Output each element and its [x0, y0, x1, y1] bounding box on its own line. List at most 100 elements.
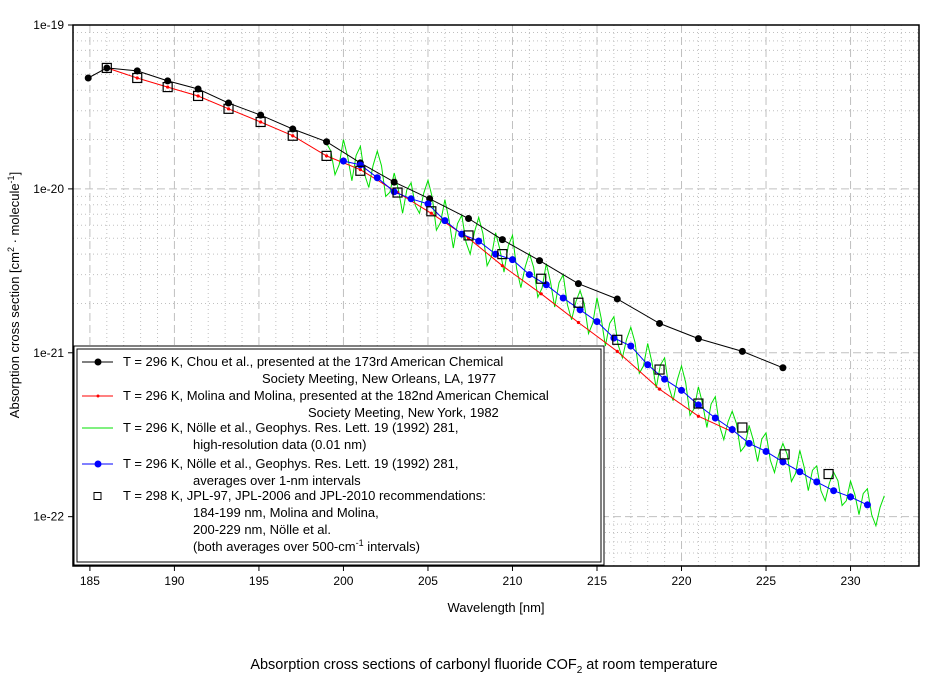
data-point: [323, 138, 331, 146]
data-point: [762, 447, 770, 455]
series-4: [101, 62, 834, 480]
x-tick-label: 190: [164, 574, 184, 588]
data-point: [390, 178, 398, 186]
data-point: [559, 294, 567, 302]
plot-frame: [72, 24, 920, 567]
data-point: [525, 271, 533, 279]
data-point: [576, 320, 581, 325]
data-point: [132, 72, 143, 84]
data-point: [355, 165, 366, 176]
data-point: [738, 347, 746, 355]
data-point: [166, 85, 170, 89]
data-point: [863, 501, 871, 509]
data-point: [500, 264, 504, 268]
data-point: [574, 280, 582, 288]
x-tick-label: 185: [80, 574, 100, 588]
data-point: [226, 107, 231, 111]
series-line: [326, 139, 885, 528]
x-tick-label: 205: [418, 574, 438, 588]
data-point: [194, 85, 202, 93]
y-axis-title-mid: · molecule: [7, 183, 22, 247]
y-tick-label: 1e-20: [33, 182, 64, 196]
data-point: [737, 422, 748, 433]
data-point: [475, 237, 483, 245]
data-point: [536, 257, 544, 265]
legend-entry: T = 296 K, Molina and Molina, presented …: [82, 388, 549, 420]
legend-label: 200-229 nm, Nölle et al.: [193, 522, 331, 537]
data-point: [779, 364, 787, 372]
figure-title: Absorption cross sections of carbonyl fl…: [250, 657, 717, 676]
data-point: [223, 103, 234, 114]
data-point: [612, 334, 623, 345]
legend-label: (both averages over 500-cm-1 intervals): [193, 538, 420, 554]
figure-title-subscript: 2: [577, 665, 583, 676]
data-point: [390, 188, 398, 196]
x-tick-label: 215: [587, 574, 607, 588]
data-point: [823, 468, 834, 480]
data-point: [426, 206, 437, 217]
data-point: [745, 439, 753, 447]
legend-swatch-marker: [93, 492, 102, 500]
x-tick-label: 230: [841, 574, 861, 588]
data-point: [830, 487, 838, 495]
data-point: [225, 99, 233, 107]
y-tick-label: 1e-19: [33, 18, 64, 32]
data-point: [576, 306, 584, 314]
y-axis-title: Absorption cross section [cm2 · molecule…: [6, 172, 22, 418]
y-axis-title-sup1: 2: [6, 247, 16, 252]
legend: T = 296 K, Chou et al., presented at the…: [73, 345, 605, 566]
data-point: [536, 273, 547, 284]
data-point: [392, 187, 403, 198]
data-point: [463, 230, 474, 241]
x-axis: 185 190 195 200 205 210 215 220 225 230: [80, 566, 861, 588]
data-point: [291, 134, 295, 138]
data-point: [539, 292, 543, 296]
data-point: [694, 335, 702, 343]
y-tick-label: 1e-21: [33, 346, 64, 360]
series-layer: [84, 62, 885, 528]
legend-label: T = 298 K, JPL-97, JPL-2006 and JPL-2010…: [123, 488, 486, 503]
data-point: [693, 398, 704, 409]
legend-box-inner: [76, 348, 602, 563]
figure-title-main: Absorption cross sections of carbonyl fl…: [250, 657, 577, 673]
data-point: [164, 77, 172, 85]
data-point: [133, 67, 141, 75]
legend-label: T = 296 K, Nölle et al., Geophys. Res. L…: [123, 420, 458, 435]
data-point: [255, 116, 266, 128]
data-point: [101, 62, 112, 74]
legend-label: T = 296 K, Chou et al., presented at the…: [123, 354, 503, 369]
legend-box-outer: [73, 345, 605, 566]
data-point: [657, 387, 662, 391]
legend-entry: T = 296 K, Nölle et al., Geophys. Res. L…: [82, 456, 458, 488]
y-axis-title-sup2: -1: [6, 175, 16, 183]
legend-label: T = 296 K, Molina and Molina, presented …: [123, 388, 549, 403]
data-point: [593, 318, 601, 326]
data-point: [373, 174, 381, 182]
y-axis-title-end: ]: [7, 172, 22, 176]
x-tick-label: 220: [671, 574, 691, 588]
legend-swatch-marker: [96, 394, 100, 398]
data-point: [779, 449, 790, 460]
data-point: [358, 168, 362, 172]
data-point: [321, 150, 332, 161]
data-point: [615, 349, 619, 353]
data-point: [259, 120, 263, 124]
data-point: [678, 386, 686, 394]
data-point: [813, 478, 821, 486]
data-point: [654, 364, 665, 375]
legend-swatch-marker: [94, 358, 102, 366]
y-tick-label: 1e-22: [33, 510, 64, 524]
data-point: [339, 157, 347, 165]
legend-entry: T = 296 K, Chou et al., presented at the…: [82, 354, 503, 386]
data-point: [424, 200, 432, 208]
data-point: [796, 468, 804, 476]
data-point: [356, 161, 364, 169]
y-axis-title-main: Absorption cross section [cm: [7, 252, 22, 418]
x-tick-label: 200: [333, 574, 353, 588]
legend-label: 184-199 nm, Molina and Molina,: [193, 505, 379, 520]
series-2: [326, 139, 885, 528]
data-point: [441, 217, 449, 225]
data-point: [696, 414, 701, 418]
